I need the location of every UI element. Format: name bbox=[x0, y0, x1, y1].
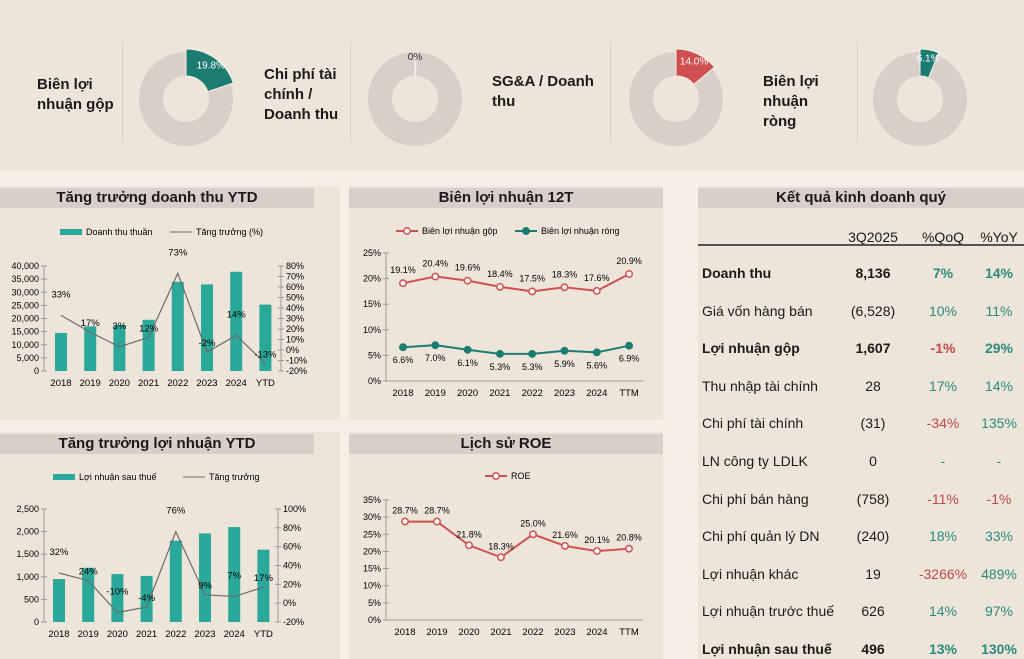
row-qoq: - bbox=[940, 453, 946, 469]
table-row: Chi phí bán hàng (758) -11% -1% bbox=[698, 489, 1024, 509]
table-row: Lợi nhuận gộp 1,607 -1% 29% bbox=[698, 338, 1024, 358]
table-row: Lợi nhuận khác 19 -3266% 489% bbox=[698, 564, 1024, 584]
row-qoq: -1% bbox=[930, 340, 956, 357]
kpi-label-net-margin: Biên lợi nhuận ròng bbox=[763, 73, 819, 130]
row-yoy: 11% bbox=[985, 302, 1013, 319]
row-qoq: 17% bbox=[928, 377, 958, 394]
row-yoy: 135% bbox=[981, 415, 1017, 432]
row-label: Chi phí tài chính bbox=[702, 415, 804, 432]
row-value: (6,528) bbox=[850, 302, 896, 319]
row-label: Chi phí bán hàng bbox=[702, 490, 809, 507]
table-row: Chi phí tài chính (31) -34% 135% bbox=[698, 413, 1024, 433]
row-qoq: 10% bbox=[928, 302, 958, 319]
table-row: LN công ty LDLK 0 - - bbox=[698, 451, 1024, 471]
row-qoq: -11% bbox=[927, 490, 959, 507]
row-label: Giá vốn hàng bán bbox=[702, 302, 813, 319]
row-qoq: 13% bbox=[928, 641, 958, 657]
table-row: Lợi nhuận sau thuế 496 13% 130% bbox=[698, 639, 1024, 659]
table-title: Kết quả kinh doanh quý bbox=[698, 188, 1024, 208]
row-value: 28 bbox=[865, 377, 881, 394]
panel-title: Tăng trưởng lợi nhuận YTD bbox=[0, 434, 314, 454]
row-label: Doanh thu bbox=[702, 265, 772, 281]
row-value: (758) bbox=[856, 490, 890, 507]
table-row: Giá vốn hàng bán (6,528) 10% 11% bbox=[698, 301, 1024, 321]
row-value: 626 bbox=[861, 603, 885, 620]
row-label: Lợi nhuận trước thuế bbox=[702, 603, 835, 620]
header-rule bbox=[698, 244, 1024, 246]
row-label: Lợi nhuận gộp bbox=[702, 340, 800, 357]
row-yoy: 29% bbox=[984, 340, 1014, 357]
divider bbox=[350, 42, 351, 142]
margin-panel bbox=[349, 186, 663, 420]
row-label: Lợi nhuận sau thuế bbox=[702, 641, 832, 657]
table-row: Doanh thu 8,136 7% 14% bbox=[698, 263, 1024, 283]
row-qoq: -3266% bbox=[918, 565, 968, 582]
row-label: Thu nhập tài chính bbox=[702, 377, 818, 394]
col-header-yoy: %YoY bbox=[980, 229, 1018, 245]
row-yoy: -1% bbox=[986, 490, 1012, 507]
table-header: 3Q2025 %QoQ %YoY bbox=[698, 227, 1024, 247]
row-yoy: 97% bbox=[984, 603, 1014, 620]
revenue-growth-panel bbox=[0, 186, 340, 420]
row-qoq: 14% bbox=[928, 603, 958, 620]
col-header-qoq: %QoQ bbox=[921, 229, 964, 245]
row-label: Lợi nhuận khác bbox=[702, 565, 799, 582]
row-yoy: 33% bbox=[984, 528, 1014, 545]
panel-title: Tăng trưởng doanh thu YTD bbox=[0, 188, 314, 208]
row-yoy: 489% bbox=[981, 565, 1017, 582]
kpi-label-fin-cost: Chi phí tài chính / Doanh thu bbox=[264, 66, 339, 123]
table-row: Lợi nhuận trước thuế 626 14% 97% bbox=[698, 601, 1024, 621]
row-qoq: -34% bbox=[926, 415, 960, 432]
row-yoy: - bbox=[996, 453, 1002, 469]
kpi-label-sga: SG&A / Doanh thu bbox=[492, 73, 594, 110]
panel-title: Biên lợi nhuận 12T bbox=[349, 188, 663, 208]
table-row: Thu nhập tài chính 28 17% 14% bbox=[698, 376, 1024, 396]
row-value: 19 bbox=[865, 565, 881, 582]
roe-panel bbox=[349, 432, 663, 659]
row-qoq: 7% bbox=[932, 265, 954, 281]
table-row: Chi phí quản lý DN (240) 18% 33% bbox=[698, 526, 1024, 546]
row-yoy: 130% bbox=[981, 641, 1017, 657]
row-value: 496 bbox=[861, 641, 885, 657]
divider bbox=[122, 42, 123, 142]
panel-title: Lịch sử ROE bbox=[349, 434, 663, 454]
row-value: 1,607 bbox=[855, 340, 891, 357]
row-value: (240) bbox=[856, 528, 890, 545]
row-value: 0 bbox=[869, 453, 877, 469]
row-label: Chi phí quản lý DN bbox=[702, 528, 820, 545]
row-qoq: 18% bbox=[928, 528, 958, 545]
row-label: LN công ty LDLK bbox=[702, 453, 808, 469]
row-yoy: 14% bbox=[984, 377, 1014, 394]
kpi-label-gross-margin: Biên lợi nhuận gộp bbox=[37, 76, 114, 113]
divider bbox=[857, 42, 858, 142]
quarterly-results-panel bbox=[698, 186, 1024, 659]
profit-growth-panel bbox=[0, 432, 340, 659]
row-yoy: 14% bbox=[984, 265, 1014, 281]
col-header-3q2025: 3Q2025 bbox=[848, 229, 898, 245]
divider bbox=[610, 42, 611, 142]
row-value: 8,136 bbox=[855, 265, 891, 281]
row-value: (31) bbox=[860, 415, 886, 432]
